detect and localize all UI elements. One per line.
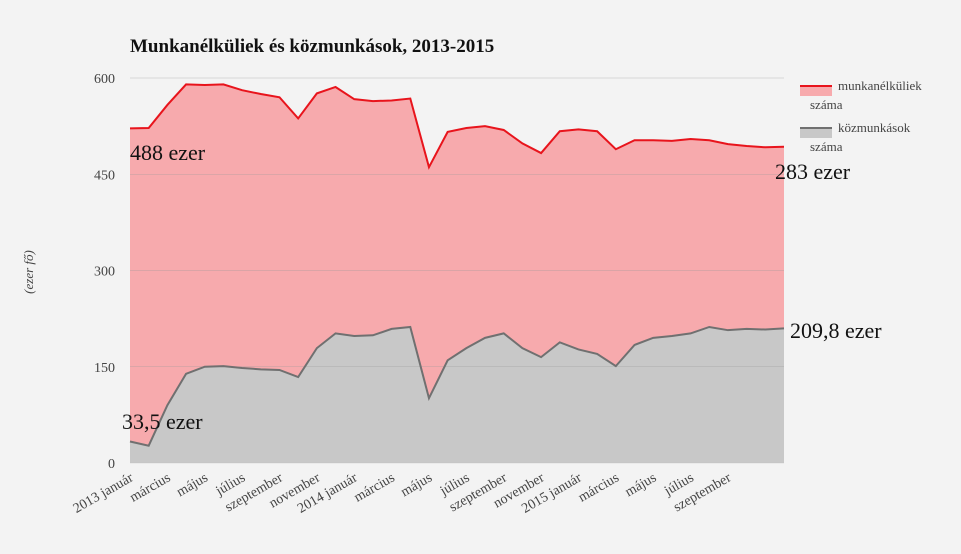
y-tick-label: 150 <box>94 361 115 376</box>
legend-swatch <box>800 86 832 96</box>
legend-swatch <box>800 128 832 138</box>
x-tick-label: március <box>127 470 173 505</box>
x-tick-label: május <box>399 470 435 500</box>
y-tick-label: 450 <box>94 168 115 183</box>
annotation: 283 ezer <box>775 159 851 184</box>
annotation: 488 ezer <box>130 140 206 165</box>
y-tick-label: 0 <box>108 457 115 472</box>
x-tick-label: május <box>623 470 659 500</box>
chart-title: Munkanélküliek és közmunkások, 2013-2015 <box>130 36 494 57</box>
legend-label: munkanélküliek száma <box>810 78 922 112</box>
y-tick-label: 600 <box>94 72 115 87</box>
y-axis-label: (ezer fő) <box>21 250 36 294</box>
annotation: 33,5 ezer <box>122 409 203 434</box>
y-tick-label: 300 <box>94 265 115 280</box>
line <box>129 83 785 170</box>
x-tick-label: március <box>352 470 398 505</box>
annotation: 209,8 ezer <box>790 318 882 343</box>
x-tick-label: 2013 január <box>71 470 136 516</box>
legend-label: közmunkások száma <box>810 120 911 154</box>
x-tick-label: március <box>576 470 622 505</box>
x-tick-label: május <box>174 470 210 500</box>
line <box>129 325 785 447</box>
area <box>130 84 784 446</box>
